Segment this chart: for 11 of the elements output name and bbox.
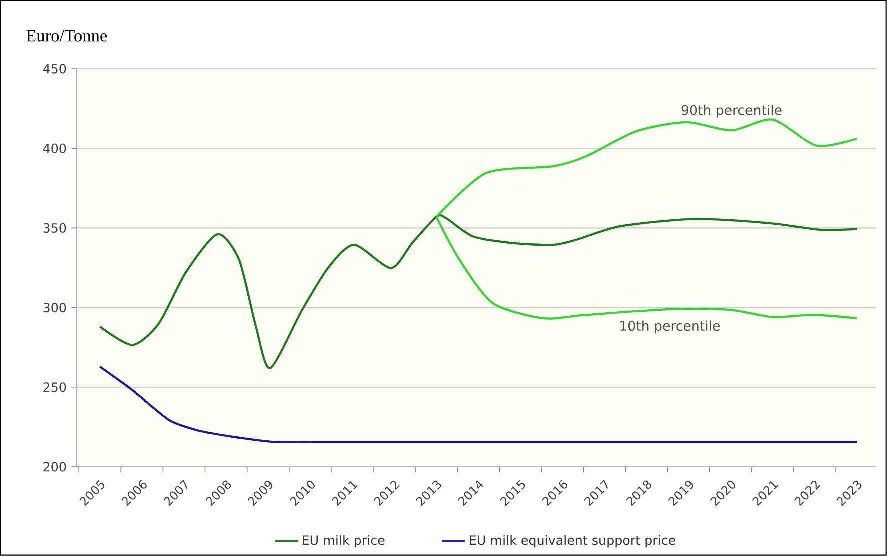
y-tick-label: 200: [44, 462, 66, 472]
y-tick-label: 400: [43, 144, 66, 154]
y-axis-title: Euro/Tonne: [26, 30, 108, 42]
y-tick-label: 350: [44, 223, 66, 233]
annotation: 90th percentile: [682, 104, 782, 118]
legend-label: EU milk price: [303, 535, 385, 548]
y-tick-label: 450: [43, 64, 66, 74]
y-tick-label: 300: [44, 303, 66, 313]
y-tick-label: 250: [44, 382, 66, 392]
legend-label: EU milk equivalent support price: [470, 535, 676, 548]
annotation: 10th percentile: [620, 320, 720, 334]
